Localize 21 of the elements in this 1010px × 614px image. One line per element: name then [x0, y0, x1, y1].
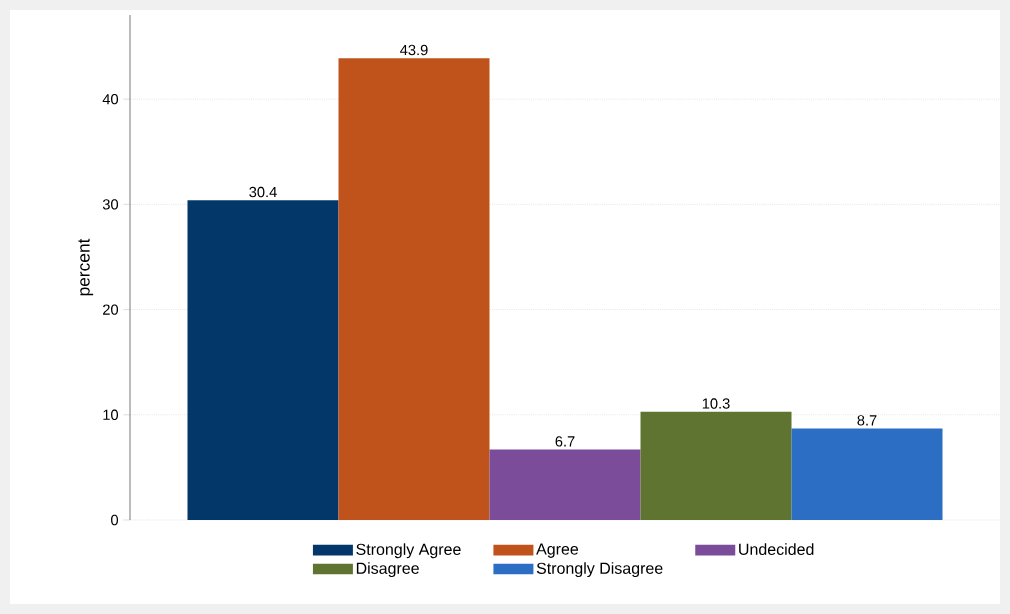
y-tick-label: 20 — [103, 304, 119, 315]
bar — [791, 428, 943, 520]
y-tick-label: 10 — [103, 409, 119, 420]
y-tick-label: 0 — [111, 514, 119, 526]
bar — [640, 411, 792, 520]
legend-label: Undecided — [739, 543, 814, 556]
legend-label: Agree — [536, 543, 579, 558]
bar — [489, 449, 641, 520]
legend-label: Strongly Agree — [356, 543, 461, 559]
bar — [338, 58, 490, 520]
y-axis-title: percent — [78, 238, 94, 296]
data-label: 10.3 — [702, 398, 730, 409]
y-tick-label: 40 — [102, 93, 119, 105]
data-label: 8.7 — [857, 415, 877, 426]
data-label: 43.9 — [400, 44, 428, 56]
data-label: 30.4 — [249, 186, 277, 198]
data-label: 6.7 — [555, 436, 575, 447]
bar — [187, 200, 339, 520]
legend-label: Strongly Disagree — [536, 562, 663, 578]
legend-label: Disagree — [356, 562, 419, 578]
y-tick-label: 30 — [102, 199, 119, 210]
